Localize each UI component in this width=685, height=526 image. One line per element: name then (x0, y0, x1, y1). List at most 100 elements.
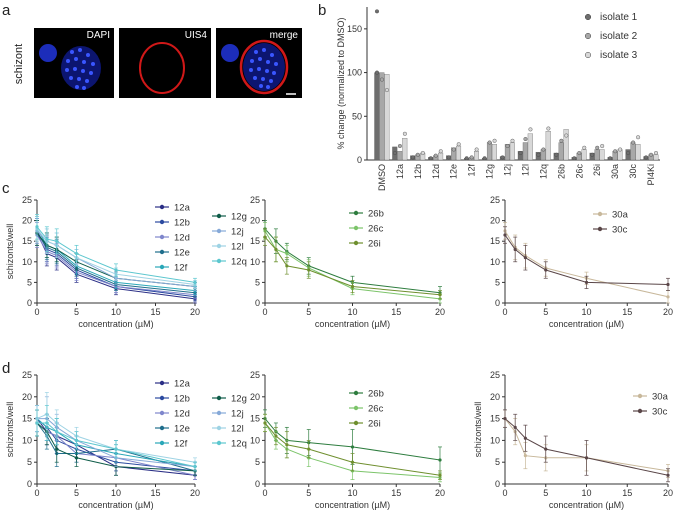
x-axis-label: concentration (µM) (78, 319, 153, 329)
y-tick-label: 10 (250, 435, 260, 445)
bar-point (402, 131, 407, 136)
y-tick-label: 15 (250, 414, 260, 424)
line-chart-d3: 0 5 10 15 20 25 0 5 10 15 20 concentration (µM) schi… (473, 370, 673, 510)
point-26i (274, 434, 278, 438)
legend-label-12g: 12g (231, 394, 247, 405)
legend-label-30c: 30c (652, 407, 668, 418)
series-30c (503, 226, 670, 291)
bar-x-tick-label: 12j (503, 164, 513, 176)
panel-letter-a: a (2, 2, 11, 19)
point-26i (263, 235, 267, 239)
y-tick-label: 25 (250, 195, 260, 205)
series-30a (503, 222, 670, 304)
legend-marker-26i (353, 420, 359, 426)
y-tick-label: 20 (22, 392, 32, 402)
line-chart-c2: 0 5 10 15 20 25 0 5 10 15 20 concentration (µM) 26b 2… (250, 195, 445, 329)
legend-label-12d: 12d (174, 409, 190, 420)
series-line-30c (504, 418, 669, 476)
bar-point (644, 155, 649, 160)
x-tick-label: 15 (150, 307, 160, 317)
bar-y-tick-label: 50 (352, 111, 362, 121)
y-tick-label: 20 (22, 216, 32, 226)
y-tick-label: 0 (495, 479, 500, 489)
point-26b (438, 458, 442, 462)
legend-marker-12f (159, 440, 165, 446)
legend-marker-26b (353, 210, 359, 216)
bar-x-tick-label: 12f (467, 164, 477, 177)
x-tick-label: 0 (34, 307, 39, 317)
legend-label-30a: 30a (612, 210, 629, 221)
bar-point (608, 156, 613, 161)
x-tick-label: 20 (663, 307, 673, 317)
legend-marker-12g (216, 213, 222, 219)
point-26i (263, 421, 267, 425)
x-tick-label: 0 (502, 488, 507, 498)
legend-marker-12e (159, 249, 165, 255)
x-tick-label: 0 (262, 307, 267, 317)
series-line-26b (264, 418, 441, 461)
series-line-26b (264, 228, 441, 294)
x-tick-label: 10 (581, 307, 591, 317)
x-tick-label: 0 (502, 307, 507, 317)
y-tick-label: 5 (495, 457, 500, 467)
bar-point (559, 138, 564, 143)
y-tick-label: 0 (255, 479, 260, 489)
bar-x-tick-label: 30c (628, 164, 638, 179)
bar-point (420, 151, 425, 156)
y-tick-label: 25 (250, 370, 260, 380)
x-tick-label: 5 (543, 488, 548, 498)
series-line-26c (264, 422, 441, 478)
y-tick-label: 15 (250, 236, 260, 246)
line-chart-c1: 0 5 10 15 20 25 0 5 10 15 20 concentration (µM) schi… (5, 195, 247, 329)
legend-marker-12b (159, 395, 165, 401)
x-tick-label: 15 (622, 488, 632, 498)
y-tick-label: 5 (255, 277, 260, 287)
series-line-12g (36, 422, 196, 472)
legend-marker-30c (637, 408, 643, 414)
bar-y-tick-label: 150 (347, 24, 362, 34)
bar-x-tick-label: 30a (610, 164, 620, 179)
legend-marker-12d (159, 234, 165, 240)
y-tick-label: 10 (22, 257, 32, 267)
point-30a (523, 454, 527, 458)
legend-marker-12q (216, 440, 222, 446)
point-12q (114, 268, 118, 272)
bar-point (528, 127, 533, 132)
bar-PI4Ki-iso3 (653, 154, 659, 161)
point-30c (523, 436, 527, 440)
legend-label-12b: 12b (174, 394, 190, 405)
point-26i (274, 247, 278, 252)
series-line-26i (264, 236, 441, 296)
bar-point (379, 77, 384, 82)
legend-marker-12b (159, 219, 165, 225)
line-chart-c3: 0 5 10 15 20 25 0 5 10 15 20 concentration (µM) 30a 3… (490, 195, 673, 329)
bar-DMSO-iso1 (374, 72, 380, 161)
x-tick-label: 10 (111, 307, 121, 317)
bar-point (572, 156, 577, 161)
x-tick-label: 5 (74, 307, 79, 317)
series-line-30c (504, 234, 669, 285)
bar-point (636, 135, 641, 140)
series-line-26c (264, 230, 441, 300)
dapi-image (39, 44, 101, 90)
y-tick-label: 10 (490, 435, 500, 445)
bar-12f-iso3 (473, 151, 479, 161)
bar-12q-iso3 (545, 130, 551, 161)
legend-marker-12j (216, 410, 222, 416)
legend-label-26b: 26b (368, 389, 384, 400)
legend-marker-30a (637, 393, 643, 399)
bar-chart-b: 0 50 100 150% change (normalized to DMSO) DM… (336, 7, 660, 191)
micrograph-label-dapi: DAPI (86, 30, 110, 41)
bar-12l-iso3 (527, 133, 533, 161)
legend-marker-12l (216, 425, 222, 431)
point-30c (584, 280, 589, 284)
point-26i (307, 268, 311, 272)
bar-legend-marker (584, 13, 592, 21)
series-12q (35, 405, 197, 472)
series-30c (503, 409, 670, 483)
bar-DMSO-iso3 (384, 74, 390, 161)
legend-marker-26c (353, 405, 359, 411)
y-tick-label: 10 (490, 257, 500, 267)
legend-marker-12g (216, 395, 222, 401)
legend-label-30c: 30c (612, 225, 628, 236)
